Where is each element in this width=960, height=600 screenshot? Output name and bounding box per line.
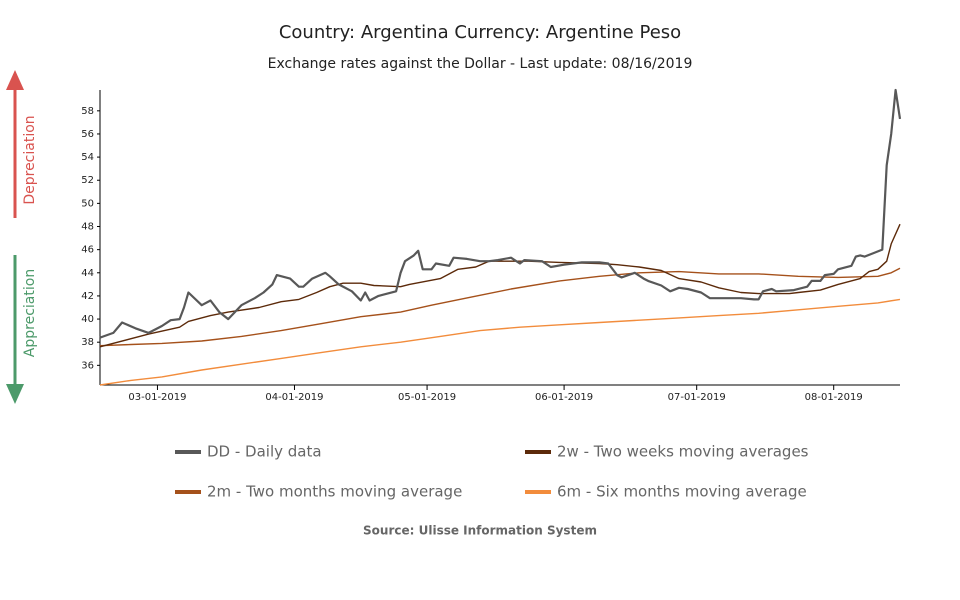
arrow-head [6,384,24,404]
source-note: Source: Ulisse Information System [363,524,597,538]
x-tick-label: 04-01-2019 [265,392,323,403]
y-tick-label: 48 [81,222,94,233]
y-tick-label: 46 [81,245,94,256]
chart-subtitle: Exchange rates against the Dollar - Last… [268,56,693,72]
y-tick-label: 36 [81,360,94,371]
y-tick-label: 54 [81,152,94,163]
depreciation-label: Depreciation [22,115,38,204]
series-line [99,298,901,386]
x-tick-label: 05-01-2019 [398,392,456,403]
series-line [99,88,902,339]
y-tick-label: 52 [81,175,94,186]
legend-label: 6m - Six months moving average [557,483,807,501]
x-tick-label: 08-01-2019 [805,392,863,403]
y-tick-label: 42 [81,291,94,302]
y-tick-label: 56 [81,129,94,140]
legend-label: DD - Daily data [207,443,322,461]
chart-title: Country: Argentina Currency: Argentine P… [279,22,681,43]
x-tick-label: 03-01-2019 [128,392,186,403]
y-tick-label: 58 [81,106,94,117]
y-tick-label: 40 [81,314,94,325]
legend-label: 2m - Two months moving average [207,483,462,501]
legend-label: 2w - Two weeks moving averages [557,443,809,461]
appreciation-indicator: Appreciation [6,255,38,404]
y-tick-label: 44 [81,268,94,279]
depreciation-indicator: Depreciation [6,70,38,218]
y-tick-label: 50 [81,198,94,209]
series-line [99,267,901,347]
arrow-head [6,70,24,90]
appreciation-label: Appreciation [22,269,38,357]
x-tick-label: 07-01-2019 [668,392,726,403]
x-tick-label: 06-01-2019 [535,392,593,403]
y-tick-label: 38 [81,337,94,348]
